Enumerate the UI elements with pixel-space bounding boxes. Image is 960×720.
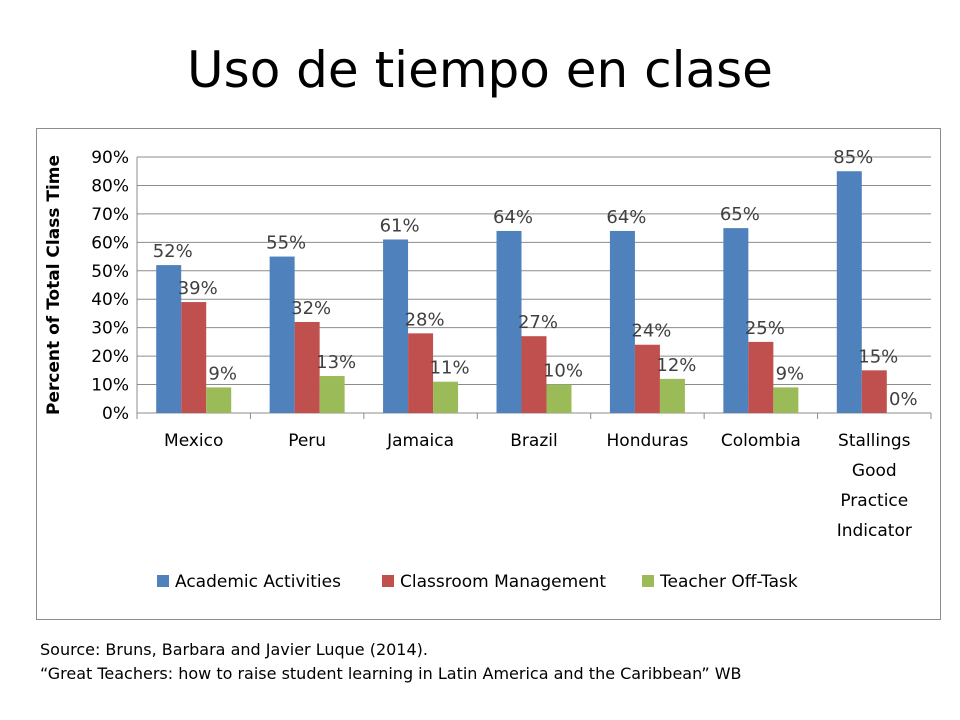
legend-swatch: [382, 575, 394, 587]
source-citation: Source: Bruns, Barbara and Javier Luque …: [40, 638, 742, 686]
bar-teacher-off-task: [546, 384, 572, 413]
y-tick-label: 90%: [91, 148, 129, 168]
data-label: 25%: [745, 318, 785, 339]
data-label: 64%: [493, 207, 533, 228]
data-label: 13%: [316, 352, 356, 373]
category-label: Colombia: [721, 431, 801, 451]
bar-teacher-off-task: [773, 387, 799, 413]
y-tick-label: 80%: [91, 176, 129, 196]
legend-label: Teacher Off-Task: [659, 572, 798, 592]
category-label: Practice: [840, 491, 908, 511]
bar-academic-activities: [609, 230, 635, 413]
bar-classroom-management: [861, 370, 887, 413]
category-label: Jamaica: [386, 431, 454, 451]
category-label: Mexico: [164, 431, 223, 451]
bar-academic-activities: [156, 265, 182, 413]
source-line-1: Source: Bruns, Barbara and Javier Luque …: [40, 640, 428, 659]
legend-swatch: [157, 575, 169, 587]
data-label: 28%: [405, 309, 445, 330]
y-tick-label: 30%: [91, 319, 129, 339]
y-tick-label: 20%: [91, 347, 129, 367]
y-tick-label: 40%: [91, 290, 129, 310]
data-label: 15%: [858, 346, 898, 367]
data-label: 55%: [266, 233, 306, 254]
bar-classroom-management: [634, 344, 660, 413]
legend-swatch: [642, 575, 654, 587]
bar-classroom-management: [521, 336, 547, 413]
chart-container: 0% 10% 20% 30% 40% 50% 60% 70% 80% 90% Percent of …: [36, 128, 941, 620]
data-label: 9%: [776, 363, 805, 384]
data-label: 10%: [543, 361, 583, 382]
legend-label: Academic Activities: [175, 572, 341, 592]
y-axis-label: Percent of Total Class Time: [44, 155, 64, 415]
y-tick-label: 0%: [102, 404, 129, 424]
bar-academic-activities: [383, 239, 409, 413]
bar-academic-activities: [836, 171, 862, 413]
data-label: 85%: [833, 147, 873, 168]
bar-teacher-off-task: [433, 381, 459, 413]
data-label: 0%: [889, 389, 918, 410]
data-label: 61%: [380, 215, 420, 236]
data-label: 24%: [631, 321, 671, 342]
category-label: Honduras: [607, 431, 689, 451]
bar-teacher-off-task: [319, 376, 345, 413]
data-label: 64%: [606, 207, 646, 228]
y-tick-label: 10%: [91, 376, 129, 396]
data-label: 12%: [656, 355, 696, 376]
bar-classroom-management: [408, 333, 434, 413]
category-label: Stallings: [838, 431, 911, 451]
data-label: 11%: [430, 358, 470, 379]
bar-teacher-off-task: [659, 378, 685, 413]
data-label: 9%: [208, 363, 237, 384]
data-label: 27%: [518, 312, 558, 333]
bar-teacher-off-task: [206, 387, 232, 413]
legend-label: Classroom Management: [400, 572, 606, 592]
category-label: Brazil: [510, 431, 557, 451]
category-label: Peru: [288, 431, 326, 451]
y-tick-label: 60%: [91, 233, 129, 253]
bar-classroom-management: [294, 321, 320, 413]
bar-classroom-management: [181, 302, 207, 413]
bar-classroom-management: [748, 341, 774, 413]
bar-chart: 0% 10% 20% 30% 40% 50% 60% 70% 80% 90% Percent of …: [44, 147, 932, 592]
y-tick-label: 70%: [91, 205, 129, 225]
y-tick-label: 50%: [91, 262, 129, 282]
bar-academic-activities: [269, 256, 295, 413]
data-label: 65%: [720, 204, 760, 225]
data-label: 39%: [178, 278, 218, 299]
bar-academic-activities: [723, 228, 749, 413]
data-label: 52%: [153, 241, 193, 262]
source-line-2: “Great Teachers: how to raise student le…: [40, 664, 742, 683]
category-label: Indicator: [837, 521, 912, 541]
bar-academic-activities: [496, 230, 522, 413]
slide-title: Uso de tiempo en clase: [187, 41, 773, 99]
category-label: Good: [852, 461, 897, 481]
data-label: 32%: [291, 298, 331, 319]
